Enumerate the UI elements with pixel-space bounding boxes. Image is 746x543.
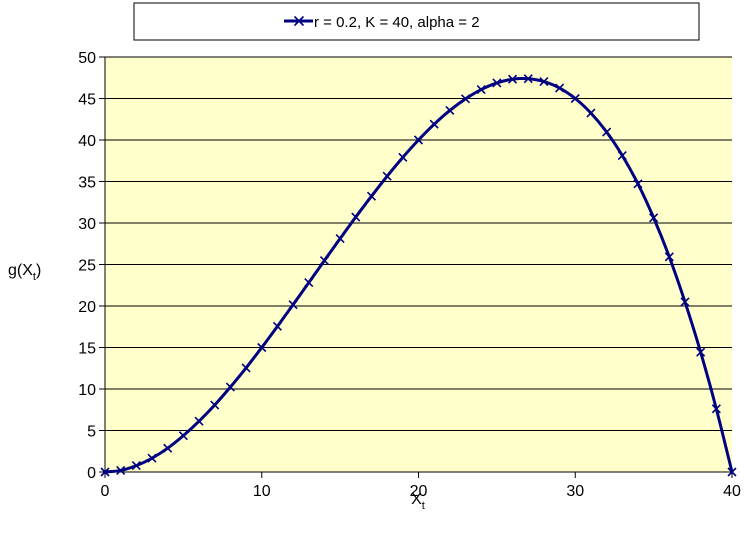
x-axis-title: Xt <box>411 491 425 512</box>
data-point-x-37 <box>680 297 690 307</box>
data-point-x-6 <box>194 416 204 426</box>
data-point-x-19 <box>398 152 408 162</box>
y-tick-label: 10 <box>78 382 96 399</box>
y-tick-label: 5 <box>87 424 96 441</box>
y-tick-label: 50 <box>78 50 96 67</box>
x-tick-label: 40 <box>723 483 741 500</box>
y-tick-label: 25 <box>78 258 96 275</box>
y-axis: 0 5 10 15 20 25 30 35 40 45 50 <box>78 50 106 482</box>
data-point-x-4 <box>163 443 173 453</box>
data-point-x-0 <box>100 467 110 477</box>
data-point-x-28 <box>539 77 549 87</box>
svg-text:g(Xt): g(Xt) <box>8 262 41 283</box>
y-axis-title-base: g(X <box>8 262 33 279</box>
data-point-x-34 <box>633 179 643 189</box>
y-tick-label: 30 <box>78 216 96 233</box>
y-tick-label: 35 <box>78 175 96 192</box>
x-tick-label: 0 <box>101 483 110 500</box>
legend-label: r = 0.2, K = 40, alpha = 2 <box>314 14 480 31</box>
y-tick-label: 0 <box>87 465 96 482</box>
grid-lines <box>105 56 732 431</box>
data-point-x-36 <box>664 252 674 262</box>
data-point-x-30 <box>570 93 580 104</box>
x-axis-title-base: X <box>411 491 422 508</box>
data-point-x-25 <box>492 78 502 88</box>
legend: r = 0.2, K = 40, alpha = 2 <box>133 2 700 41</box>
data-point-x-7 <box>210 400 220 410</box>
data-point-x-29 <box>555 83 565 93</box>
data-point-x-40 <box>727 467 737 477</box>
legend-box <box>133 2 700 41</box>
data-point-x-14 <box>319 255 330 266</box>
data-point-x-38 <box>696 347 706 357</box>
data-point-x-18 <box>382 171 392 181</box>
data-point-x-8 <box>225 382 235 392</box>
y-axis-title-tail: ) <box>36 262 41 279</box>
data-point-x-21 <box>429 119 439 129</box>
data-point-x-33 <box>617 150 627 161</box>
y-axis-title-sub: t <box>33 271 36 283</box>
data-point-x-16 <box>351 212 361 222</box>
data-point-x-12 <box>288 300 298 310</box>
legend-swatch-marker <box>293 15 305 27</box>
x-tick-label: 20 <box>410 483 428 500</box>
y-tick-label: 40 <box>78 133 96 150</box>
data-point-x-10 <box>257 342 267 353</box>
data-point-x-11 <box>272 321 282 331</box>
data-point-x-2 <box>131 461 141 471</box>
data-point-x-13 <box>304 278 314 288</box>
data-point-x-27 <box>523 74 533 84</box>
data-point-x-35 <box>649 213 659 223</box>
data-point-x-39 <box>711 404 721 414</box>
data-point-x-31 <box>586 108 596 118</box>
data-point-x-20 <box>413 135 424 145</box>
data-point-x-32 <box>602 127 612 137</box>
data-point-x-3 <box>147 453 157 463</box>
data-point-x-23 <box>460 94 471 104</box>
y-tick-label: 45 <box>78 92 96 109</box>
x-axis: 0 10 20 30 40 <box>101 471 741 500</box>
data-point-x-24 <box>476 84 486 95</box>
data-point-x-1 <box>116 465 126 475</box>
y-tick-label: 20 <box>78 299 96 316</box>
y-axis-title: g(Xt) <box>8 262 41 283</box>
data-point-x-17 <box>366 191 377 201</box>
x-tick-label: 10 <box>253 483 271 500</box>
data-point-x-5 <box>178 431 188 441</box>
data-point-x-22 <box>445 105 455 116</box>
y-tick-label: 15 <box>78 341 96 358</box>
data-point-x-15 <box>335 233 345 244</box>
svg-text:Xt: Xt <box>411 491 425 512</box>
series-layer <box>100 74 737 477</box>
x-tick-label: 30 <box>566 483 584 500</box>
x-axis-title-sub: t <box>422 500 425 512</box>
data-point-x-9 <box>241 363 251 373</box>
data-point-x-26 <box>507 74 518 84</box>
